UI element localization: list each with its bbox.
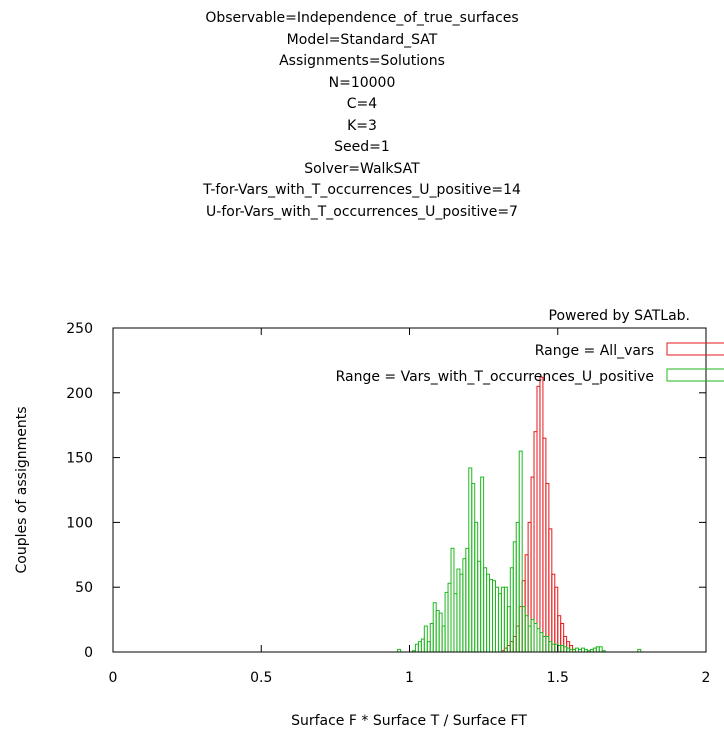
title-line-u-for-vars: U-for-Vars_with_T_occurrences_U_positive… — [206, 203, 518, 220]
title-line-seed: Seed=1 — [334, 139, 390, 155]
title-line-model: Model=Standard_SAT — [286, 31, 438, 48]
title-line-n: N=10000 — [328, 74, 396, 91]
legend-label-t-vars: Range = Vars_with_T_occurrences_U_positi… — [336, 369, 654, 385]
y-tick-label: 50 — [75, 580, 93, 596]
x-axis-label: Surface F * Surface T / Surface FT — [291, 713, 527, 729]
legend-label-all-vars: Range = All_vars — [535, 343, 654, 359]
title-line-k: K=3 — [347, 117, 377, 134]
y-axis: 0 50 100 150 200 250 — [66, 321, 706, 661]
title-line-t-for-vars: T-for-Vars_with_T_occurrences_U_positive… — [203, 182, 521, 198]
y-tick-label: 0 — [84, 645, 93, 661]
histogram-bars — [397, 376, 642, 653]
y-tick-label: 250 — [66, 321, 93, 337]
title-line-solver: Solver=WalkSAT — [304, 160, 420, 177]
y-axis-label: Couples of assignments — [14, 406, 30, 573]
x-axis: 0 0.5 1 1.5 2 — [109, 328, 711, 686]
y-tick-label: 100 — [66, 515, 93, 531]
series-all-vars — [500, 376, 577, 653]
chart-title-block: Observable=Independence_of_true_surfaces… — [0, 8, 724, 223]
title-line-observable: Observable=Independence_of_true_surfaces — [205, 10, 519, 26]
x-tick-label: 0 — [109, 670, 118, 686]
y-tick-label: 200 — [66, 386, 93, 402]
title-line-assignments: Assignments=Solutions — [279, 53, 445, 69]
series-t-vars — [397, 450, 642, 653]
title-line-c: C=4 — [346, 96, 378, 112]
legend: Range = All_vars Range = Vars_with_T_occ… — [336, 342, 724, 385]
x-tick-label: 0.5 — [250, 670, 272, 686]
y-tick-label: 150 — [66, 451, 93, 467]
powered-by-credit: Powered by SATLab. — [549, 308, 691, 324]
x-tick-label: 1 — [405, 670, 414, 686]
x-tick-label: 1.5 — [547, 670, 569, 686]
x-tick-label: 2 — [702, 670, 711, 686]
legend-swatch-all-vars — [666, 342, 724, 356]
legend-swatch-t-vars — [666, 368, 724, 382]
